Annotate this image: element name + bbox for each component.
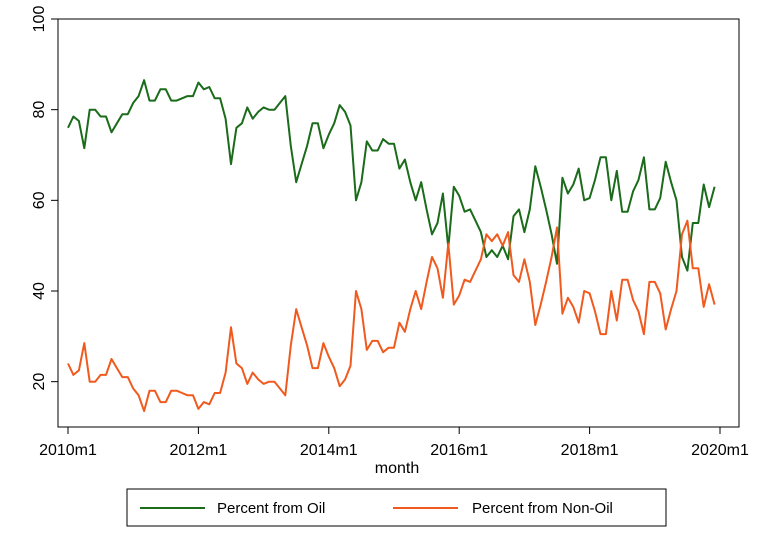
x-axis-title: month: [375, 460, 419, 477]
legend-label-oil: Percent from Oil: [217, 500, 325, 517]
legend: Percent from Oil Percent from Non-Oil: [126, 488, 667, 527]
y-tick-label: 80: [31, 101, 48, 119]
series-line-non-oil: [67, 219, 716, 413]
x-tick-label: 2018m1: [561, 442, 619, 459]
y-axis: 20 40 60 80 100: [31, 6, 58, 391]
x-tick-label: 2020m1: [691, 442, 749, 459]
legend-label-non-oil: Percent from Non-Oil: [472, 500, 613, 517]
series-line-oil: [67, 79, 716, 272]
y-tick-label: 100: [31, 6, 48, 33]
series-layer: [67, 79, 716, 413]
x-tick-label: 2016m1: [430, 442, 488, 459]
x-tick-label: 2014m1: [300, 442, 358, 459]
plot-area: [57, 18, 740, 428]
y-tick-label: 20: [31, 373, 48, 391]
y-tick-label: 60: [31, 191, 48, 209]
x-tick-label: 2010m1: [39, 442, 97, 459]
y-tick-label: 40: [31, 282, 48, 300]
x-axis: 2010m1 2012m1 2014m1 2016m1 2018m1 2020m1: [39, 427, 749, 459]
x-tick-label: 2012m1: [169, 442, 227, 459]
